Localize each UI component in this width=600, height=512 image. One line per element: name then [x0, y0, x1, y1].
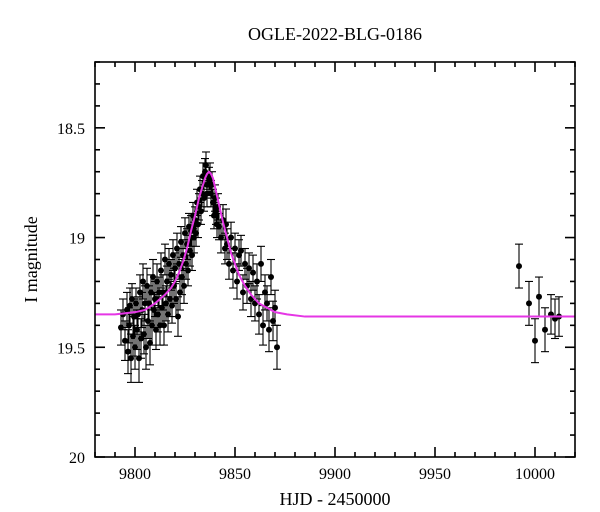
svg-text:18.5: 18.5: [57, 121, 85, 138]
svg-text:9950: 9950: [419, 466, 451, 483]
svg-text:20: 20: [69, 450, 85, 467]
svg-text:9850: 9850: [219, 466, 251, 483]
svg-text:19: 19: [69, 231, 85, 248]
chart-svg: OGLE-2022-BLG-0186 9800 9850 9900 9950 10000 1…: [0, 0, 600, 512]
lightcurve-chart: OGLE-2022-BLG-0186 9800 9850 9900 9950 10000 1…: [0, 0, 600, 512]
svg-text:19.5: 19.5: [57, 340, 85, 357]
svg-text:9900: 9900: [319, 466, 351, 483]
y-axis-label: I magnitude: [21, 216, 41, 302]
svg-text:10000: 10000: [515, 466, 555, 483]
chart-title: OGLE-2022-BLG-0186: [248, 24, 422, 44]
svg-text:9800: 9800: [119, 466, 151, 483]
x-axis-label: HJD - 2450000: [280, 489, 391, 509]
